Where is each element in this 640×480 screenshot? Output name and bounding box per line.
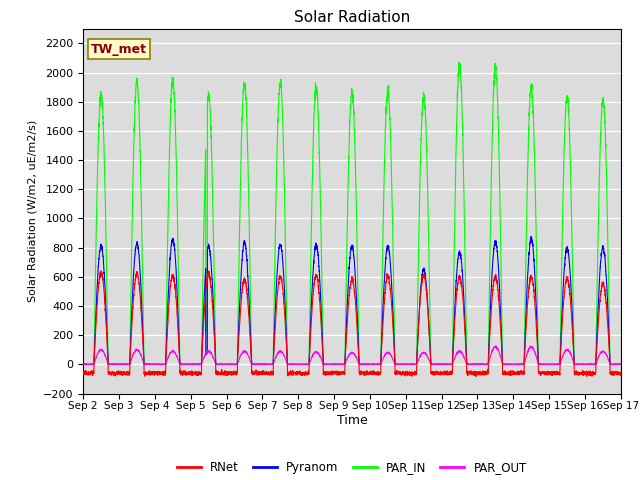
RNet (616, 372, 624, 378)
PAR_OUT (79, 361, 87, 367)
Y-axis label: Solar Radiation (W/m2, uE/m2/s): Solar Radiation (W/m2, uE/m2/s) (28, 120, 37, 302)
RNet (617, 373, 625, 379)
RNet (332, 370, 340, 376)
PAR_OUT (79, 361, 87, 367)
PAR_IN (455, 59, 463, 65)
Line: RNet: RNet (83, 271, 621, 377)
PAR_IN (443, 361, 451, 367)
PAR_OUT (176, 361, 184, 367)
PAR_IN (79, 361, 87, 367)
RNet (472, 374, 479, 380)
PAR_IN (616, 361, 624, 367)
Pyranom (443, 361, 451, 367)
Line: Pyranom: Pyranom (83, 237, 621, 364)
RNet (176, 371, 184, 376)
PAR_OUT (472, 361, 480, 367)
RNet (443, 371, 451, 376)
Pyranom (616, 361, 624, 367)
Pyranom (332, 361, 340, 367)
PAR_OUT (503, 361, 511, 367)
RNet (473, 372, 481, 378)
PAR_OUT (332, 361, 340, 367)
Line: PAR_IN: PAR_IN (83, 62, 621, 364)
Pyranom (503, 361, 511, 367)
RNet (97, 268, 105, 274)
PAR_IN (176, 361, 184, 367)
PAR_OUT (617, 361, 625, 367)
PAR_OUT (492, 343, 499, 349)
Pyranom (617, 361, 625, 367)
RNet (503, 370, 511, 376)
PAR_IN (503, 361, 511, 367)
PAR_IN (332, 361, 340, 367)
RNet (79, 371, 87, 377)
Legend: RNet, Pyranom, PAR_IN, PAR_OUT: RNet, Pyranom, PAR_IN, PAR_OUT (172, 456, 532, 479)
Text: TW_met: TW_met (92, 43, 147, 56)
Line: PAR_OUT: PAR_OUT (83, 346, 621, 364)
Pyranom (176, 359, 184, 364)
Pyranom (472, 361, 480, 367)
PAR_IN (79, 361, 87, 367)
Title: Solar Radiation: Solar Radiation (294, 10, 410, 25)
Pyranom (79, 361, 87, 367)
PAR_IN (473, 361, 481, 367)
PAR_OUT (616, 361, 624, 367)
PAR_OUT (443, 361, 451, 367)
PAR_IN (617, 361, 625, 367)
Pyranom (527, 234, 535, 240)
X-axis label: Time: Time (337, 414, 367, 427)
